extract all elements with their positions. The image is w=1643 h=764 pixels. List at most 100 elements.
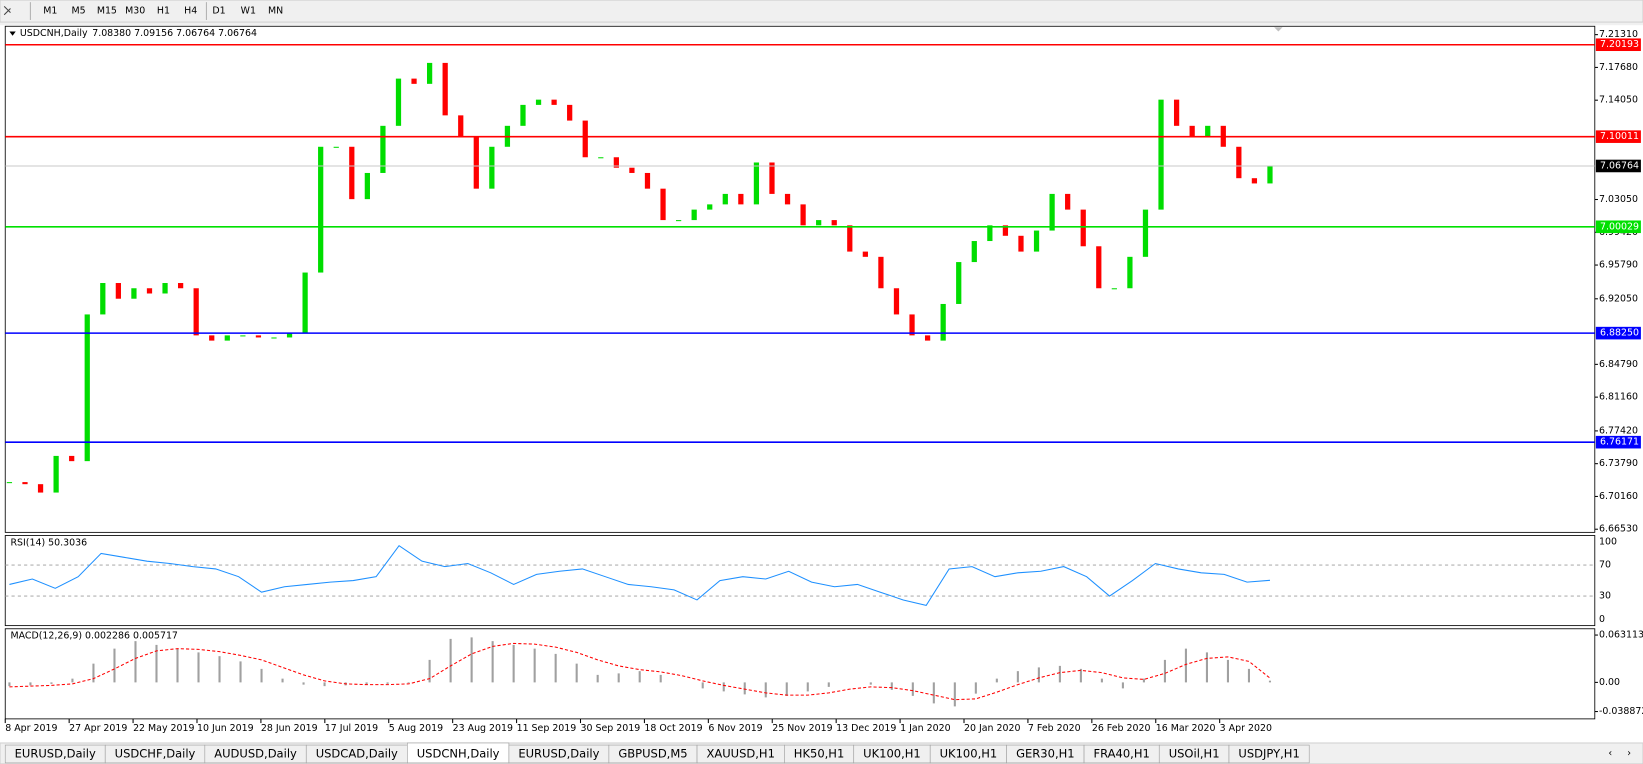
y-tick-label: 6.92050 xyxy=(1599,293,1638,304)
y-tick-label: 6.66530 xyxy=(1599,524,1638,535)
timeframe-button[interactable]: D1 xyxy=(212,6,225,17)
candle xyxy=(520,104,526,126)
timeframe-button[interactable]: M1 xyxy=(43,6,57,17)
tab-label[interactable]: USOil,H1 xyxy=(1169,746,1220,760)
tab-label[interactable]: HK50,H1 xyxy=(794,746,845,760)
candle xyxy=(380,125,386,173)
y-tick-label: 6.70160 xyxy=(1599,491,1638,502)
tab[interactable]: XAUUSD,H1 xyxy=(696,744,785,764)
timeframe-button[interactable]: M30 xyxy=(125,6,145,17)
candle xyxy=(1142,209,1149,257)
candle xyxy=(177,283,184,289)
tab[interactable]: UK100,H1 xyxy=(929,744,1007,764)
timeframe-button[interactable]: MN xyxy=(268,6,283,17)
x-tick-label: 23 Aug 2019 xyxy=(453,723,513,734)
x-tick-label: 13 Dec 2019 xyxy=(836,723,896,734)
candle xyxy=(100,283,106,315)
tab[interactable]: HK50,H1 xyxy=(784,744,855,764)
toolbar-icon xyxy=(3,5,11,16)
tab[interactable]: GER30,H1 xyxy=(1006,744,1085,764)
tab-bg[interactable] xyxy=(1228,744,1310,764)
candle xyxy=(458,115,464,137)
tab-label[interactable]: GBPUSD,M5 xyxy=(618,746,687,760)
tab-scroll-right[interactable]: › xyxy=(1627,748,1631,759)
timeframe-button[interactable]: H4 xyxy=(184,6,197,17)
tab-scroll-left[interactable]: ‹ xyxy=(1608,748,1612,759)
tab[interactable]: EURUSD,Daily xyxy=(508,744,610,764)
tab-label[interactable]: EURUSD,Daily xyxy=(15,746,96,760)
candle xyxy=(37,484,44,493)
timeframe-button[interactable]: W1 xyxy=(241,6,256,17)
x-tick-label: 25 Nov 2019 xyxy=(772,723,832,734)
candle xyxy=(193,288,199,336)
tab[interactable]: USOil,H1 xyxy=(1158,744,1230,764)
y-tick-label: 7.03050 xyxy=(1599,194,1638,205)
tab-label[interactable]: UK100,H1 xyxy=(863,746,921,760)
candle xyxy=(940,303,946,341)
candle xyxy=(1096,246,1102,289)
candle xyxy=(489,146,495,189)
tab[interactable]: USDJPY,H1 xyxy=(1228,744,1310,764)
candle xyxy=(1002,225,1009,236)
candle xyxy=(1173,99,1180,126)
tab[interactable]: USDCAD,Daily xyxy=(305,744,408,764)
level-label-bg xyxy=(1595,326,1641,340)
tab-label[interactable]: USDJPY,H1 xyxy=(1238,746,1299,760)
tab[interactable]: GBPUSD,M5 xyxy=(608,744,698,764)
level-label: 6.76171 xyxy=(1600,437,1639,448)
candle xyxy=(1049,193,1055,231)
tab-label[interactable]: UK100,H1 xyxy=(940,746,998,760)
candle xyxy=(644,172,651,189)
candle xyxy=(318,146,324,273)
tab-label[interactable]: AUDUSD,Daily xyxy=(214,746,297,760)
tab-label[interactable]: GER30,H1 xyxy=(1016,746,1075,760)
y-tick-label: 0 xyxy=(1599,614,1605,625)
level-label-bg xyxy=(1595,220,1641,234)
candle xyxy=(1251,178,1258,184)
level-label: 7.10011 xyxy=(1600,131,1639,142)
candle xyxy=(1267,165,1273,184)
candle xyxy=(987,225,993,242)
y-tick-label: 7.17680 xyxy=(1599,62,1638,73)
tab[interactable]: AUDUSD,Daily xyxy=(204,744,307,764)
tab-label[interactable]: USDCNH,Daily xyxy=(417,746,500,760)
shift-marker xyxy=(1274,27,1283,32)
candle xyxy=(878,256,884,289)
candle xyxy=(893,288,900,315)
tab[interactable]: FRA40,H1 xyxy=(1083,744,1160,764)
candle xyxy=(629,167,635,173)
macd-label: MACD(12,26,9) 0.002286 0.005717 xyxy=(10,631,177,642)
tab-label[interactable]: USDCHF,Daily xyxy=(115,746,196,760)
candle xyxy=(1127,256,1133,289)
rsi-label: RSI(14) 50.3036 xyxy=(10,537,87,548)
price-panel xyxy=(4,25,1596,533)
tab[interactable]: USDCNH,Daily xyxy=(407,742,510,764)
tab[interactable]: USDCHF,Daily xyxy=(104,744,206,764)
level-label-bg xyxy=(1595,435,1641,449)
tab-label[interactable]: FRA40,H1 xyxy=(1093,746,1149,760)
tab[interactable]: EURUSD,Daily xyxy=(4,744,106,764)
candle xyxy=(1065,193,1071,210)
tab-label[interactable]: EURUSD,Daily xyxy=(518,746,599,760)
candle xyxy=(1158,99,1164,210)
timeframe-button[interactable]: H1 xyxy=(157,6,170,17)
tab-label[interactable]: USDCAD,Daily xyxy=(316,746,398,760)
y-tick-label: -0.038872 xyxy=(1599,706,1643,717)
tab-label[interactable]: XAUUSD,H1 xyxy=(706,746,774,760)
level-label-bg xyxy=(1595,159,1641,173)
candle xyxy=(1033,230,1040,252)
timeframe-button[interactable]: M15 xyxy=(97,6,117,17)
candle xyxy=(473,136,479,189)
candle xyxy=(909,314,915,336)
rsi-panel xyxy=(4,535,1596,627)
candle xyxy=(69,455,75,462)
tab[interactable]: UK100,H1 xyxy=(853,744,931,764)
timeframe-button[interactable]: M5 xyxy=(72,6,86,17)
macd-signal xyxy=(9,642,1271,701)
rsi-line xyxy=(9,544,1271,606)
x-tick-label: 6 Nov 2019 xyxy=(708,723,762,734)
candle xyxy=(240,335,246,337)
y-tick-label: 0.00 xyxy=(1599,677,1620,688)
y-tick-label: 100 xyxy=(1599,536,1617,547)
candle xyxy=(862,251,868,257)
